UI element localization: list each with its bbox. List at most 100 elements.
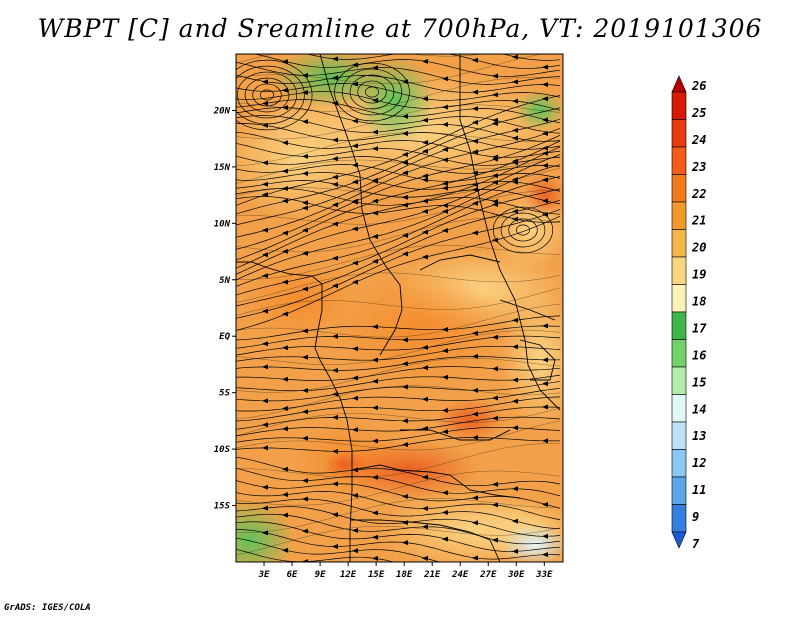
streamline-arrow — [282, 547, 288, 553]
streamline — [236, 506, 561, 537]
streamline-arrow — [512, 317, 518, 323]
streamline — [236, 426, 561, 443]
streamline-arrow — [302, 170, 308, 176]
streamline — [236, 387, 561, 412]
streamline-arrow — [372, 534, 378, 540]
streamline-arrow — [332, 202, 338, 208]
streamline — [236, 196, 561, 223]
streamline — [236, 209, 561, 319]
contour-line — [236, 385, 561, 420]
streamline-arrow — [282, 311, 288, 317]
streamline-arrow — [262, 398, 268, 404]
streamline-arrow — [302, 387, 308, 393]
streamline-arrow — [262, 530, 268, 536]
streamline — [236, 164, 561, 182]
streamline-arrow — [512, 398, 518, 404]
colorbar-swatch — [671, 284, 687, 313]
colorbar-label: 13 — [692, 429, 706, 443]
latitude-axis: 20N 15N 10N 5N EQ 5S 10S 15S — [213, 106, 236, 512]
streamline-arrow — [332, 512, 338, 518]
streamline-arrow — [492, 334, 498, 340]
streamline-arrow — [512, 377, 518, 383]
vortex-streamline — [252, 83, 282, 107]
streamline-arrow — [282, 105, 288, 111]
streamline-arrow — [352, 226, 358, 232]
map-area — [236, 54, 563, 618]
streamline-arrow — [422, 396, 428, 402]
streamline-arrow — [512, 425, 518, 431]
streamline-arrow — [282, 230, 288, 236]
streamline-arrow — [402, 130, 408, 136]
streamline-arrow — [402, 540, 408, 546]
colorbar-label: 21 — [691, 214, 706, 228]
streamline — [236, 95, 561, 206]
colorbar-swatch — [671, 421, 687, 450]
streamline — [236, 580, 560, 610]
streamline — [236, 215, 561, 331]
streamline-arrow — [352, 260, 358, 266]
streamline — [236, 164, 561, 281]
lat-tick-label: 15S — [214, 502, 231, 512]
streamline-arrow — [472, 520, 478, 526]
streamline-arrow — [422, 148, 428, 154]
streamline-arrow — [422, 229, 428, 235]
vortex-streamline — [236, 59, 313, 131]
streamline-arrow — [372, 258, 378, 264]
streamline-arrow — [302, 227, 308, 233]
streamline — [236, 142, 561, 166]
streamline-arrow — [422, 345, 428, 351]
streamline-arrow — [542, 150, 548, 156]
streamline — [236, 406, 561, 430]
streamline-arrow — [372, 97, 378, 103]
streamline-arrow — [262, 252, 268, 258]
streamline-arrow — [332, 367, 338, 373]
streamline-arrow — [472, 555, 478, 561]
streamline-arrow — [262, 484, 268, 490]
contour-line — [236, 217, 561, 253]
streamline-arrow — [542, 163, 548, 169]
streamline-arrow — [372, 405, 378, 411]
map-frame — [235, 53, 564, 563]
country-borders — [236, 54, 561, 562]
streamline-arrow — [282, 198, 288, 204]
streamline-arrow — [352, 528, 358, 534]
streamline-arrow — [422, 117, 428, 123]
streamline — [236, 380, 561, 402]
colorbar-swatch — [671, 339, 687, 368]
streamline-arrow — [512, 127, 518, 133]
streamline-arrow — [542, 130, 548, 136]
streamline-arrow — [352, 279, 358, 285]
streamline — [236, 588, 560, 618]
streamline-arrow — [262, 273, 268, 279]
colorbar-label: 23 — [691, 160, 706, 174]
streamline-arrow — [282, 87, 288, 93]
streamline — [236, 61, 561, 85]
colorbar: 26 25 24 23 22 21 20 19 18 17 16 15 14 13 12 11 9 7 — [671, 75, 707, 551]
colorbar-swatch — [671, 229, 687, 258]
streamline-arrow — [422, 173, 428, 179]
streamline-arrow — [372, 233, 378, 239]
streamline-arrow — [512, 158, 518, 164]
streamline-arrow — [332, 333, 338, 339]
lat-tick-label: 15N — [214, 163, 231, 173]
streamline-arrow — [512, 518, 518, 524]
contour-line — [236, 443, 561, 478]
vortex-streamline — [365, 86, 379, 98]
streamline-arrow — [422, 177, 428, 183]
streamline-arrow — [302, 559, 308, 562]
streamline-arrow — [262, 100, 268, 106]
streamline-arrow — [472, 119, 478, 125]
vortex-streamline — [516, 224, 530, 236]
streamline-arrow — [472, 387, 478, 393]
colorbar-swatch — [671, 449, 687, 478]
streamline-arrow — [492, 537, 498, 543]
streamline-arrow — [282, 59, 288, 65]
streamline — [236, 134, 561, 250]
streamline-arrow — [332, 283, 338, 289]
streamline-arrow — [302, 328, 308, 334]
streamline-arrow — [512, 216, 518, 222]
streamline-arrow — [442, 374, 448, 380]
streamline — [236, 128, 561, 238]
streamline-arrow — [282, 248, 288, 254]
